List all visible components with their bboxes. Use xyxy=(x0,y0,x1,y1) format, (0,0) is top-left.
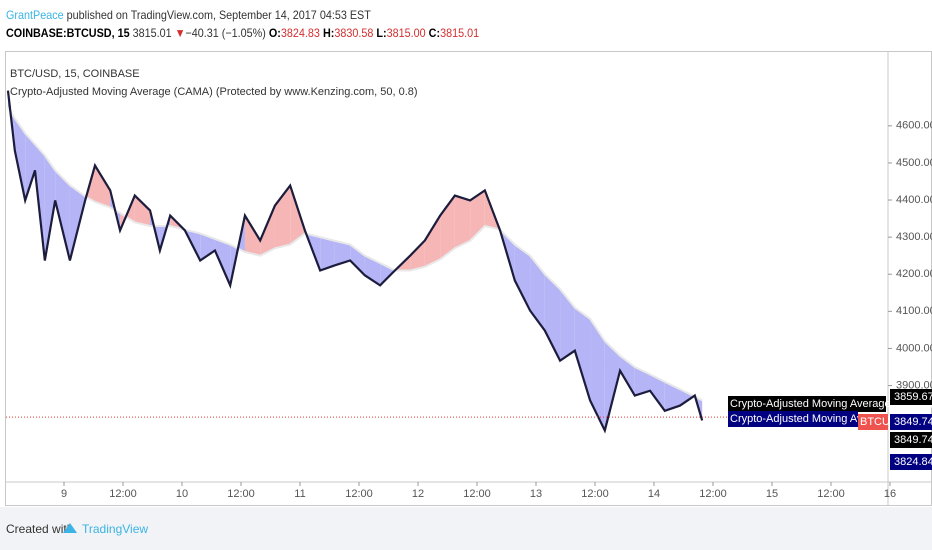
legend-indicator: Crypto-Adjusted Moving Average (CAMA) (P… xyxy=(10,86,418,98)
overlay-label-box xyxy=(728,396,886,412)
x-tick-label: 15 xyxy=(766,488,778,500)
cama-fill xyxy=(470,190,485,241)
x-tick-label: 9 xyxy=(61,488,67,500)
cama-fill xyxy=(560,289,575,361)
cama-fill xyxy=(514,244,531,311)
cama-fill xyxy=(320,237,335,271)
x-tick-label: 12 xyxy=(412,488,424,500)
y-tick-label: 4400.00 xyxy=(896,194,932,206)
created-with: Created with xyxy=(6,522,74,536)
y-tick-label: 3900.00 xyxy=(896,379,932,391)
y-tick-label: 4100.00 xyxy=(896,305,932,317)
last: 3815.01 xyxy=(132,26,172,40)
cama-fill xyxy=(14,118,26,201)
x-tick-label: 12:00 xyxy=(699,488,727,500)
cama-fill xyxy=(650,374,665,411)
overlay-label-box xyxy=(858,414,888,430)
author[interactable]: GrantPeace xyxy=(6,8,64,22)
series-line xyxy=(7,106,703,402)
logo xyxy=(63,523,77,533)
chart-frame xyxy=(5,51,932,506)
y-tick-label: 4300.00 xyxy=(896,231,932,243)
overlay-label-box xyxy=(728,411,858,427)
header: GrantPeace published on TradingView.com,… xyxy=(6,6,479,42)
series-line xyxy=(6,90,704,434)
cama-fill xyxy=(454,195,471,249)
x-tick-label: 10 xyxy=(176,488,188,500)
cama-fill xyxy=(214,238,231,286)
cama-fill xyxy=(350,244,365,276)
x-tick-label: 12:00 xyxy=(581,488,609,500)
cama-fill xyxy=(334,240,351,266)
y-tick-label: 4500.00 xyxy=(896,157,932,169)
price-badge-label: 3849.74 xyxy=(894,434,932,446)
x-tick-label: 11 xyxy=(294,488,305,500)
price-badge xyxy=(890,389,932,405)
chart: BTC/USD, 15, COINBASE Crypto-Adjusted Mo… xyxy=(5,51,932,506)
cama-fill xyxy=(134,195,151,227)
price-badge xyxy=(890,414,932,430)
price-badge xyxy=(890,454,932,470)
x-tick-label: 14 xyxy=(648,488,660,500)
footer: Created with TradingView xyxy=(0,507,932,550)
cama-fill xyxy=(574,307,591,401)
cama-fill xyxy=(55,170,70,261)
price-badge-label: 3859.67 xyxy=(894,391,932,403)
cama-fill xyxy=(590,318,605,431)
published: published on TradingView.com, September … xyxy=(66,8,371,22)
cama-fill xyxy=(530,255,545,331)
cama-fill xyxy=(680,389,695,406)
overlay-label: Crypto-Adjusted Moving Average (CAMA):Pl… xyxy=(730,398,932,410)
y-tick-label: 4200.00 xyxy=(896,268,932,280)
c-label: C: xyxy=(428,26,441,40)
y-tick-label: 4000.00 xyxy=(896,342,932,354)
brand[interactable]: TradingView xyxy=(82,522,149,536)
cama-fill xyxy=(244,215,261,256)
high: 3830.58 xyxy=(334,26,374,40)
cama-fill xyxy=(290,185,305,245)
x-tick-label: 12:00 xyxy=(109,488,137,500)
cama-fill xyxy=(544,274,561,361)
cama-fill xyxy=(44,155,56,261)
open: 3824.83 xyxy=(280,26,320,40)
cama-fill xyxy=(94,165,111,208)
cama-fill xyxy=(260,205,275,256)
x-tick-label: 12:00 xyxy=(817,488,845,500)
publish-line: GrantPeace published on TradingView.com,… xyxy=(6,6,479,24)
arrow: ▼ xyxy=(174,26,186,40)
cama-fill xyxy=(410,240,425,271)
x-tick-label: 16 xyxy=(884,488,896,500)
cama-fill xyxy=(364,255,381,286)
x-tick-label: 13 xyxy=(530,488,542,500)
l-label: L: xyxy=(376,26,387,40)
cama-fill xyxy=(25,133,36,201)
price-badge xyxy=(890,432,932,448)
price-badge-label: 3824.84 xyxy=(894,456,932,468)
cama-fill xyxy=(424,215,441,267)
symbol: COINBASE:BTCUSD, 15 xyxy=(6,26,130,40)
change: −40.31 (−1.05%) xyxy=(185,26,266,40)
x-tick-label: 12:00 xyxy=(463,488,491,500)
y-tick-label: 4600.00 xyxy=(896,120,932,132)
cama-fill xyxy=(200,233,215,261)
cama-fill xyxy=(604,341,621,431)
cama-fill xyxy=(664,381,681,411)
low: 3815.00 xyxy=(386,26,426,40)
legend-symbol: BTC/USD, 15, COINBASE xyxy=(10,68,140,80)
x-tick-label: 12:00 xyxy=(345,488,373,500)
cama-fill xyxy=(620,355,635,396)
price-badge-label: 3849.74 xyxy=(894,416,932,428)
h-label: H: xyxy=(322,26,335,40)
o-label: O: xyxy=(268,26,281,40)
x-tick-label: 12:00 xyxy=(227,488,255,500)
cama-fill xyxy=(634,366,651,396)
close: 3815.01 xyxy=(440,26,480,40)
symbol-line: COINBASE:BTCUSD, 15 3815.01 ▼−40.31 (−1.… xyxy=(6,24,479,42)
